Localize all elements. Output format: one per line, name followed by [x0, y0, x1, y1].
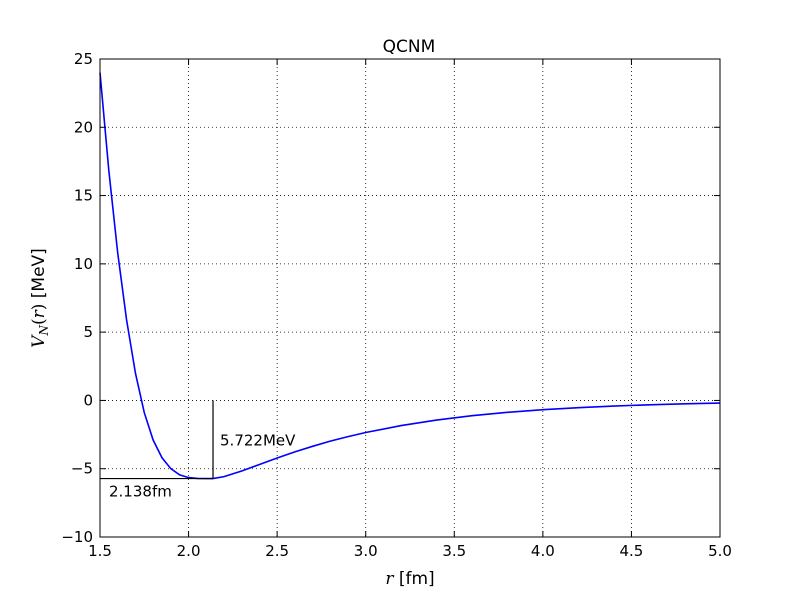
axis-ticks: 1.5 2.0 2.5 3.0 3.5 4.0 4.5 5.0 25 20 15 10 5 0 −5 −10 — [61, 50, 732, 560]
y-tick-label: 15 — [74, 187, 93, 205]
curve-layer — [99, 72, 721, 480]
minimum-r-label: 2.138fm — [109, 483, 172, 501]
chart-title: QCNM — [383, 37, 436, 57]
y-tick-label: −10 — [61, 528, 93, 546]
x-tick-label: 2.0 — [177, 542, 201, 560]
x-tick-label: 3.5 — [442, 542, 466, 560]
y-tick-label: 0 — [83, 391, 93, 409]
y-tick-label: −5 — [71, 460, 93, 478]
potential-curve — [99, 72, 721, 480]
x-tick-label: 5.0 — [708, 542, 732, 560]
x-tick-label: 3.0 — [354, 542, 378, 560]
grid-lines — [100, 59, 720, 537]
x-tick-label: 1.5 — [88, 542, 112, 560]
minimum-annotation: 2.138fm 5.722MeV — [100, 400, 296, 501]
y-tick-label: 10 — [74, 255, 93, 273]
plot-frame — [99, 58, 721, 538]
x-tick-label: 4.0 — [531, 542, 555, 560]
x-tick-label: 2.5 — [265, 542, 289, 560]
y-tick-label: 25 — [74, 50, 93, 68]
x-tick-label: 4.5 — [619, 542, 643, 560]
y-axis-label: VN(r) [MeV] — [29, 248, 51, 348]
minimum-v-label: 5.722MeV — [220, 432, 296, 450]
y-tick-label: 20 — [74, 118, 93, 136]
x-axis-label: r [fm] — [385, 569, 434, 589]
y-tick-label: 5 — [83, 323, 93, 341]
